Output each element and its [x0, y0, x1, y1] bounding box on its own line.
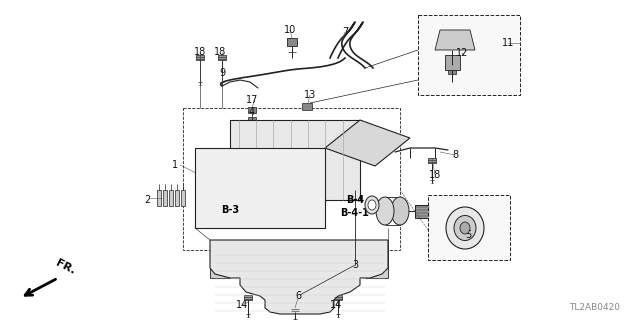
Polygon shape	[415, 205, 430, 218]
Polygon shape	[334, 295, 342, 300]
Polygon shape	[157, 190, 161, 206]
Polygon shape	[163, 190, 167, 206]
Text: 13: 13	[304, 90, 316, 100]
Text: 6: 6	[295, 291, 301, 301]
Text: B-3: B-3	[221, 205, 239, 215]
Polygon shape	[210, 240, 388, 314]
Polygon shape	[448, 70, 456, 74]
Text: 12: 12	[456, 48, 468, 58]
Text: 2: 2	[144, 195, 150, 205]
Text: 16: 16	[379, 213, 391, 223]
Polygon shape	[445, 55, 460, 70]
Text: B-4-1: B-4-1	[340, 208, 369, 218]
Polygon shape	[287, 38, 297, 46]
Polygon shape	[195, 148, 325, 228]
Polygon shape	[418, 15, 520, 95]
Polygon shape	[428, 195, 510, 260]
Ellipse shape	[368, 200, 376, 210]
Text: 14: 14	[330, 300, 342, 310]
Ellipse shape	[376, 197, 394, 225]
Text: 18: 18	[429, 170, 441, 180]
Text: 18: 18	[194, 47, 206, 57]
Text: 17: 17	[246, 95, 258, 105]
Ellipse shape	[365, 196, 379, 214]
Polygon shape	[169, 190, 173, 206]
Ellipse shape	[454, 215, 476, 241]
Text: 15: 15	[369, 200, 381, 210]
Text: 9: 9	[219, 68, 225, 78]
Polygon shape	[365, 240, 388, 278]
Polygon shape	[248, 107, 256, 113]
Polygon shape	[302, 103, 312, 110]
Polygon shape	[291, 307, 299, 312]
Polygon shape	[244, 295, 252, 300]
Text: 10: 10	[284, 25, 296, 35]
Polygon shape	[382, 208, 400, 215]
Text: 11: 11	[502, 38, 514, 48]
Polygon shape	[196, 55, 204, 60]
Polygon shape	[435, 30, 475, 50]
Text: 18: 18	[214, 47, 226, 57]
Polygon shape	[230, 120, 360, 200]
Text: 1: 1	[172, 160, 178, 170]
Text: B-4: B-4	[346, 195, 364, 205]
Polygon shape	[181, 190, 185, 206]
Text: 3: 3	[352, 260, 358, 270]
Text: 7: 7	[342, 27, 348, 37]
Text: 5: 5	[465, 230, 471, 240]
Text: 4: 4	[249, 107, 255, 117]
Text: 14: 14	[236, 300, 248, 310]
Ellipse shape	[391, 197, 409, 225]
Ellipse shape	[460, 222, 470, 234]
Polygon shape	[210, 240, 230, 278]
Polygon shape	[248, 117, 256, 124]
Polygon shape	[175, 190, 179, 206]
Polygon shape	[218, 55, 226, 60]
Text: TL2AB0420: TL2AB0420	[569, 303, 620, 312]
Polygon shape	[428, 158, 436, 163]
Text: 8: 8	[452, 150, 458, 160]
Text: FR.: FR.	[54, 258, 77, 276]
Polygon shape	[325, 120, 410, 166]
Ellipse shape	[446, 207, 484, 249]
